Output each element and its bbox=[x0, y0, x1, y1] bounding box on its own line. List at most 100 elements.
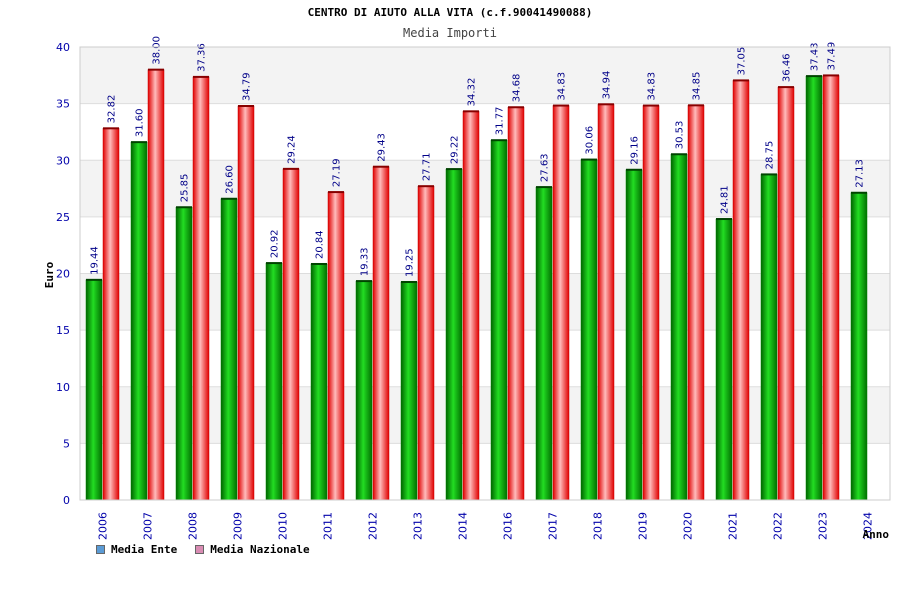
x-tick-label: 2021 bbox=[727, 512, 740, 540]
data-label: 34.83 bbox=[647, 72, 658, 101]
bar-cap bbox=[671, 153, 687, 156]
bar-cap bbox=[238, 105, 254, 108]
bar-cap bbox=[688, 104, 704, 107]
bar-cap bbox=[266, 262, 282, 265]
bar-cap bbox=[446, 168, 462, 171]
bar-media-nazionale bbox=[642, 105, 660, 501]
grid-band bbox=[80, 273, 890, 331]
bar-cap bbox=[761, 173, 777, 176]
bar-cap bbox=[373, 165, 389, 168]
data-label: 37.49 bbox=[827, 42, 838, 71]
data-label: 20.84 bbox=[315, 230, 326, 259]
x-tick-label: 2014 bbox=[457, 512, 470, 540]
bar-media-nazionale bbox=[687, 105, 705, 501]
x-tick-label: 2013 bbox=[412, 512, 425, 540]
data-label: 34.68 bbox=[512, 74, 523, 103]
bar-cap bbox=[491, 139, 507, 142]
x-tick-label: 2010 bbox=[277, 512, 290, 540]
bar-media-nazionale bbox=[822, 75, 840, 501]
x-axis-label: Anno bbox=[863, 528, 890, 541]
y-tick-label: 10 bbox=[56, 381, 70, 394]
data-label: 38.00 bbox=[152, 36, 163, 65]
bar-media-ente bbox=[580, 159, 598, 501]
data-label: 29.24 bbox=[287, 135, 298, 164]
bar-cap bbox=[193, 75, 209, 78]
bar-cap bbox=[176, 206, 192, 209]
bar-cap bbox=[823, 74, 839, 77]
grid-band bbox=[80, 103, 890, 161]
bar-media-nazionale bbox=[327, 191, 345, 501]
bar-media-ente bbox=[625, 169, 643, 501]
bar-media-nazionale bbox=[507, 106, 525, 501]
bar-media-nazionale bbox=[552, 105, 570, 501]
grid-band bbox=[80, 47, 890, 104]
bar-media-nazionale bbox=[462, 111, 480, 501]
bar-media-ente bbox=[535, 186, 553, 501]
data-label: 19.33 bbox=[360, 247, 371, 276]
data-label: 34.94 bbox=[602, 71, 613, 100]
data-label: 34.79 bbox=[242, 72, 253, 101]
legend-label-media-nazionale: Media Nazionale bbox=[210, 543, 310, 556]
x-tick-label: 2009 bbox=[232, 512, 245, 540]
data-label: 27.13 bbox=[855, 159, 866, 188]
bar-cap bbox=[626, 168, 642, 171]
bars bbox=[85, 68, 868, 501]
y-tick-label: 5 bbox=[63, 437, 70, 450]
grid-band bbox=[80, 216, 890, 274]
data-label: 34.85 bbox=[692, 72, 703, 101]
data-label: 30.06 bbox=[585, 126, 596, 155]
grid-band bbox=[80, 443, 890, 500]
data-label: 26.60 bbox=[225, 165, 236, 194]
data-label: 37.43 bbox=[810, 42, 821, 71]
bar-media-nazionale bbox=[732, 80, 750, 501]
data-label: 32.82 bbox=[107, 95, 118, 124]
data-label: 24.81 bbox=[720, 185, 731, 214]
bar-cap bbox=[283, 167, 299, 170]
grid-bands bbox=[80, 47, 890, 500]
data-label: 34.83 bbox=[557, 72, 568, 101]
data-label: 36.46 bbox=[782, 53, 793, 82]
bar-media-ente bbox=[265, 262, 283, 501]
data-label: 29.16 bbox=[630, 136, 641, 165]
y-tick-label: 30 bbox=[56, 154, 70, 167]
legend-swatch-media-ente bbox=[96, 545, 105, 554]
x-tick-label: 2008 bbox=[187, 512, 200, 540]
bar-cap bbox=[86, 278, 102, 281]
y-tick-label: 40 bbox=[56, 41, 70, 54]
plot-frame bbox=[79, 46, 891, 501]
bar-cap bbox=[536, 186, 552, 189]
data-label: 29.22 bbox=[450, 135, 461, 164]
bar-media-ente bbox=[355, 280, 373, 501]
bar-cap bbox=[328, 191, 344, 194]
data-label: 27.63 bbox=[540, 153, 551, 182]
data-label: 28.75 bbox=[765, 141, 776, 170]
bar-media-nazionale bbox=[597, 104, 615, 501]
bar-cap bbox=[806, 75, 822, 78]
legend: Media Ente Media Nazionale bbox=[96, 543, 310, 556]
bar-cap bbox=[401, 280, 417, 283]
axes: 0 5 10 15 20 25 30 35 40 2006 2007 2008 2009 2010 2011… bbox=[56, 41, 891, 540]
bar-media-ente bbox=[175, 206, 193, 501]
data-label: 19.44 bbox=[90, 246, 101, 275]
y-tick-label: 0 bbox=[63, 494, 70, 507]
y-tick-label: 25 bbox=[56, 211, 70, 224]
data-label: 37.36 bbox=[197, 43, 208, 72]
bar-media-ente bbox=[445, 168, 463, 501]
bar-cap bbox=[418, 185, 434, 188]
bar-media-ente bbox=[400, 281, 418, 501]
x-tick-label: 2024 bbox=[862, 512, 875, 540]
x-tick-label: 2006 bbox=[97, 512, 110, 540]
bar-cap bbox=[311, 262, 327, 265]
x-tick-label: 2022 bbox=[772, 512, 785, 540]
data-label: 29.43 bbox=[377, 133, 388, 162]
bar-media-ente bbox=[220, 198, 238, 501]
legend-item-media-nazionale: Media Nazionale bbox=[195, 543, 310, 556]
data-label: 37.05 bbox=[737, 47, 748, 76]
bar-cap bbox=[716, 218, 732, 221]
legend-item-media-ente: Media Ente bbox=[96, 543, 177, 556]
bar-cap bbox=[581, 158, 597, 161]
bar-media-nazionale bbox=[102, 128, 120, 501]
bar-media-ente bbox=[310, 263, 328, 501]
bar-cap bbox=[778, 86, 794, 89]
x-tick-label: 2020 bbox=[682, 512, 695, 540]
